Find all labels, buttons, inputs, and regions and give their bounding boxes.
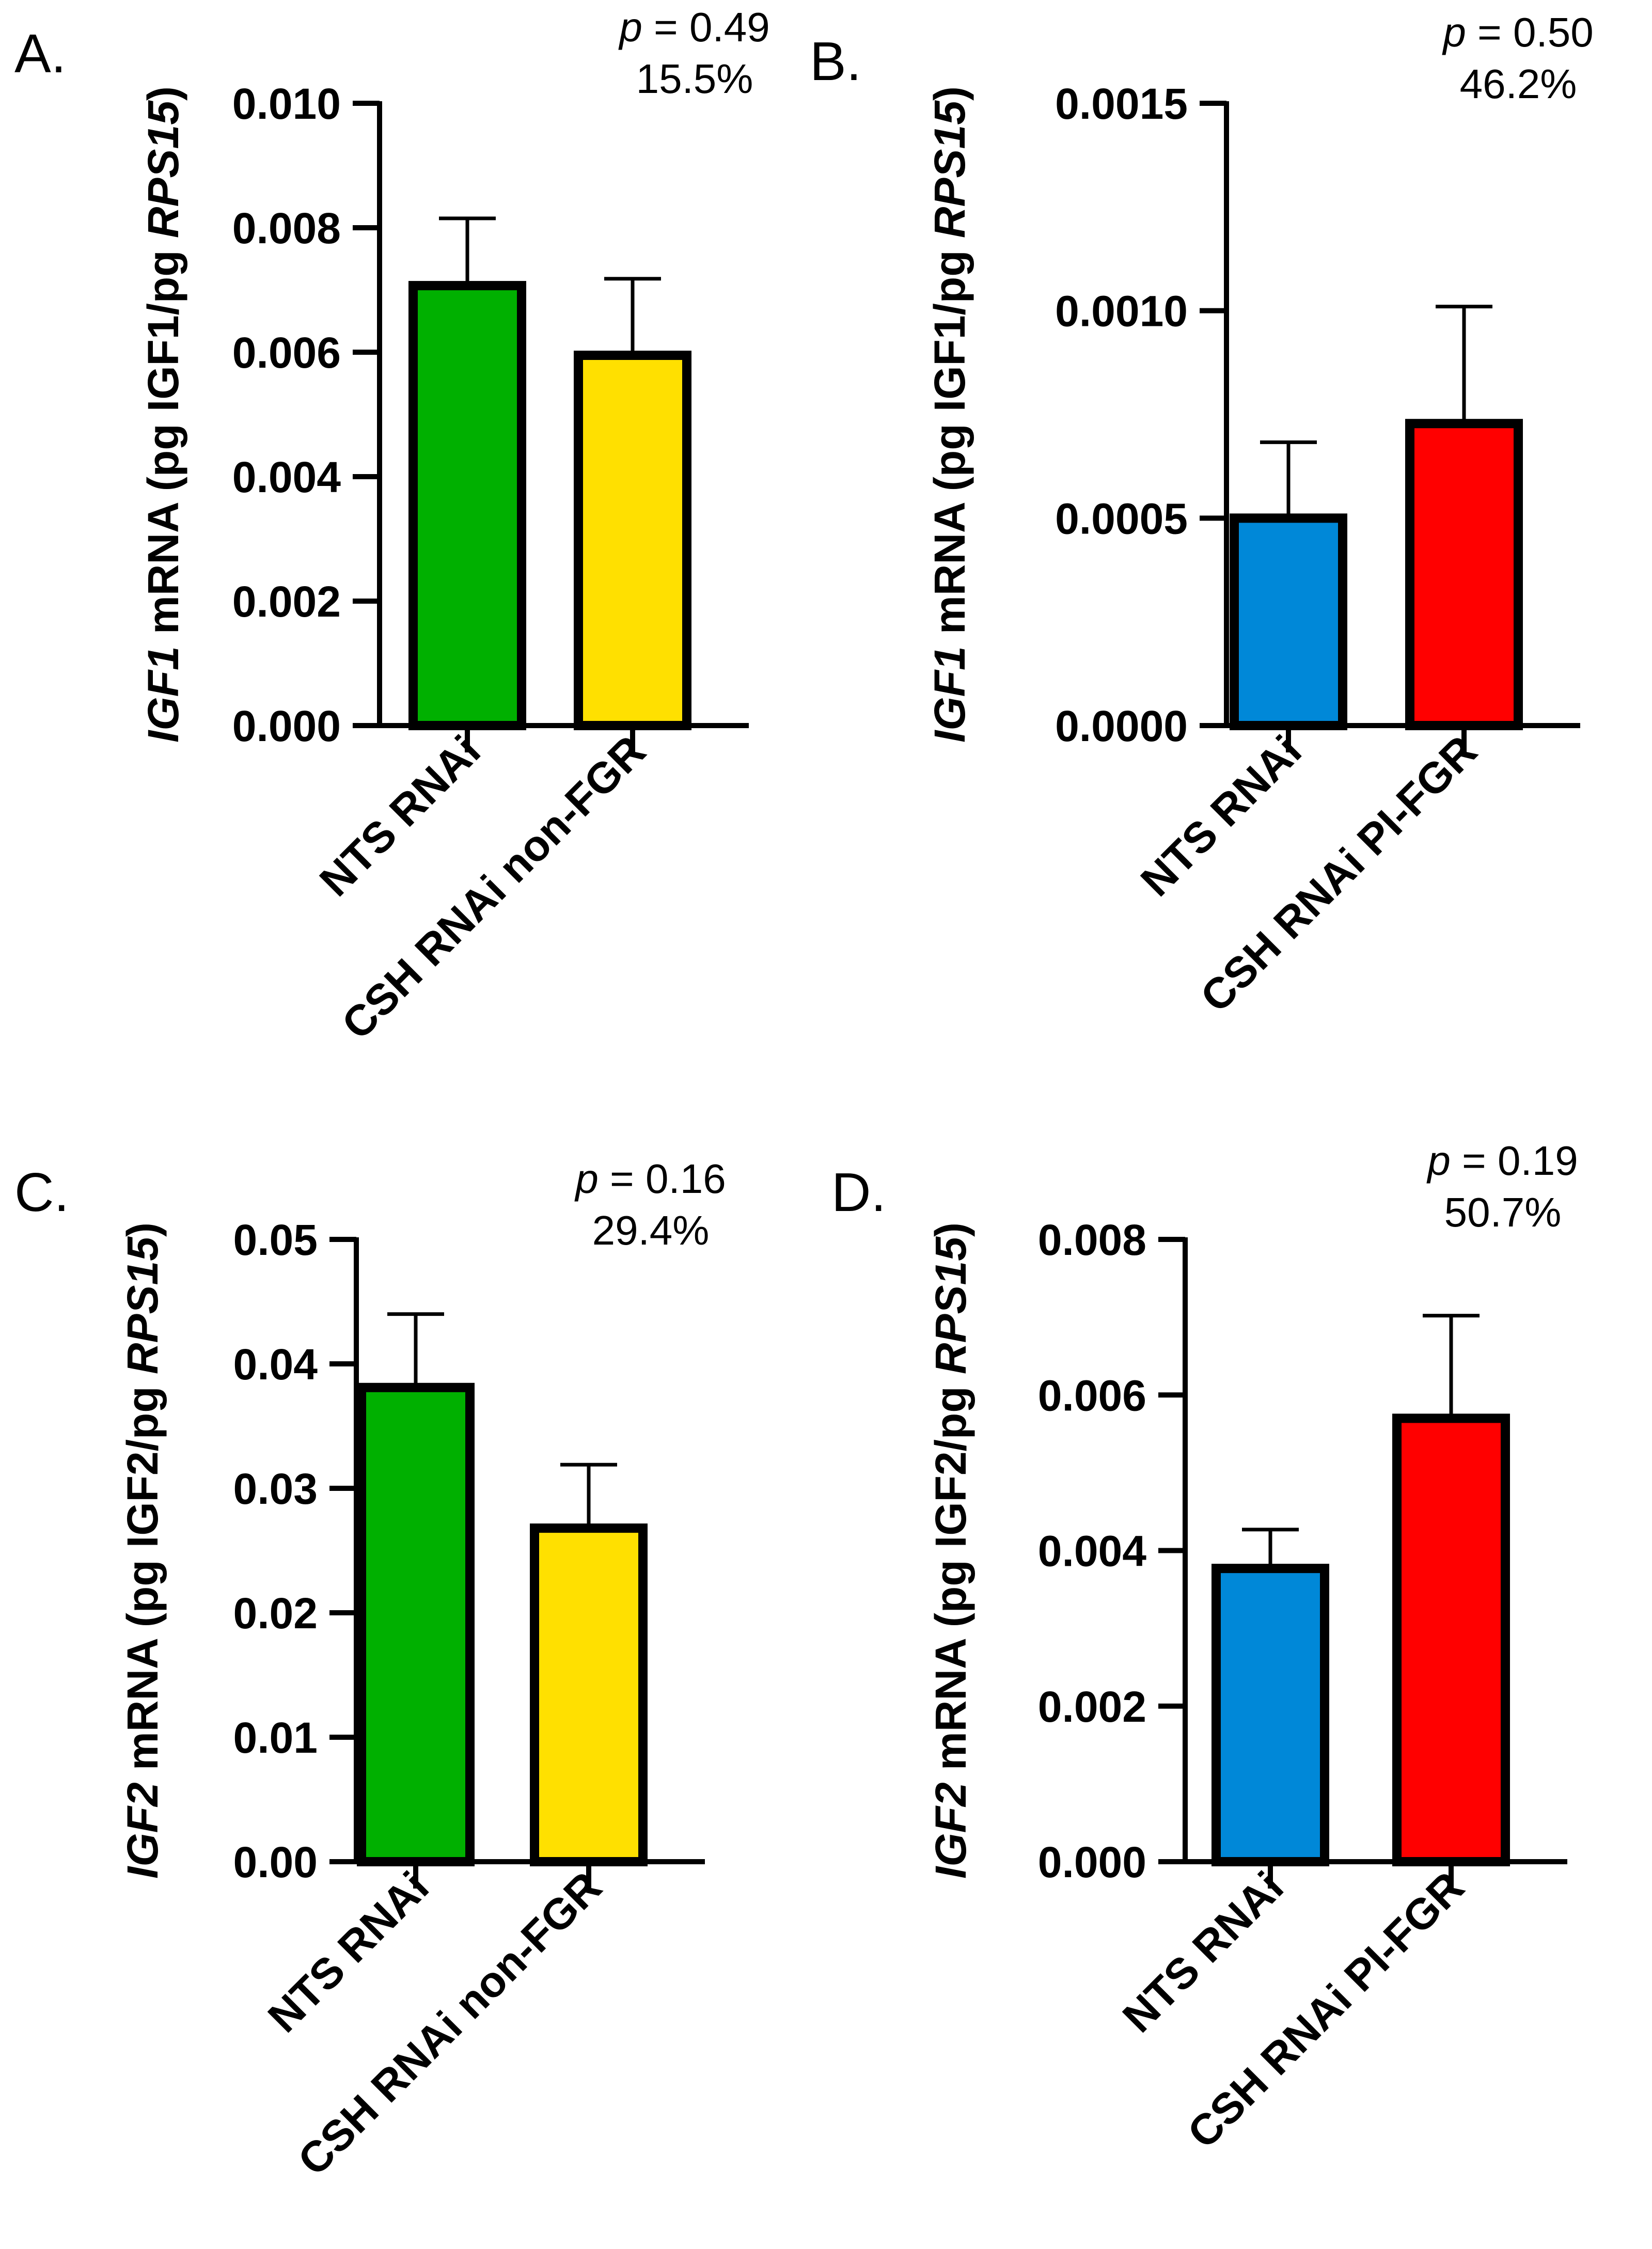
y-tick-label: 0.002 [1038, 1682, 1146, 1731]
y-label-end: ) [118, 1222, 167, 1237]
x-category-label: NTS RNAi [1131, 726, 1311, 905]
p-label: p [618, 4, 642, 50]
y-label-end: ) [926, 1222, 975, 1237]
y-label-mid: mRNA (pg IGF1/pg [139, 238, 187, 646]
percent-annotation: 50.7% [1444, 1189, 1562, 1235]
bar-csh-rnai [1405, 419, 1523, 730]
y-tick-label: 0.002 [232, 577, 341, 626]
p-value: = 0.50 [1466, 9, 1594, 55]
bar-csh-rnai [1392, 1413, 1510, 1866]
panel-letter: D. [831, 1162, 886, 1223]
p-label: p [1442, 9, 1466, 55]
chart-panel-a: A. 0.000 0.002 0.004 0.006 0.008 0.010 NTS RNAi… [14, 4, 770, 1048]
y-label-gene: IGF2 [926, 1782, 975, 1879]
y-label-gene: IGF2 [118, 1782, 167, 1879]
y-label-ref: RPS15 [118, 1236, 167, 1374]
y-tick-label: 0.004 [232, 453, 341, 501]
y-tick-label: 0.04 [233, 1340, 318, 1389]
y-tick-label: 0.0015 [1055, 80, 1188, 128]
y-axis-label: IGF1 mRNA (pg IGF1/pg RPS15) [925, 86, 974, 743]
panel-letter: B. [810, 31, 861, 92]
y-tick-label: 0.006 [1038, 1371, 1146, 1420]
y-tick-label: 0.03 [233, 1465, 318, 1513]
p-value: = 0.19 [1451, 1138, 1578, 1184]
p-value-annotation: p = 0.16 [574, 1156, 726, 1202]
x-category-label: CSH RNAi non-FGR [333, 726, 655, 1048]
bar-csh-rnai [530, 1523, 648, 1867]
y-label-mid: mRNA (pg IGF2/pg [118, 1374, 167, 1782]
y-label-ref: RPS15 [139, 100, 187, 238]
y-label-ref: RPS15 [926, 1236, 975, 1374]
y-label-gene: IGF1 [925, 646, 974, 743]
bar-csh-rnai [574, 351, 691, 730]
bar-nts-rnai [1230, 513, 1347, 730]
p-value-annotation: p = 0.50 [1442, 9, 1593, 55]
y-label-end: ) [139, 86, 187, 101]
x-category-label: CSH RNAi non-FGR [289, 1862, 611, 2184]
bar-nts-rnai [1212, 1564, 1329, 1867]
panel-letter: A. [14, 23, 66, 84]
p-label: p [574, 1156, 599, 1202]
bar-nts-rnai [408, 281, 526, 730]
y-label-end: ) [925, 86, 974, 101]
y-tick-label: 0.02 [233, 1589, 318, 1638]
y-axis-label: IGF2 mRNA (pg IGF2/pg RPS15) [926, 1222, 975, 1879]
p-value: = 0.49 [642, 4, 770, 50]
y-label-gene: IGF1 [139, 646, 187, 743]
y-tick-label: 0.004 [1038, 1527, 1146, 1576]
y-label-mid: mRNA (pg IGF2/pg [926, 1374, 975, 1782]
y-tick-label: 0.0000 [1055, 702, 1188, 750]
y-label-mid: mRNA (pg IGF1/pg [925, 238, 974, 646]
panel-letter: C. [14, 1162, 69, 1223]
y-tick-label: 0.05 [233, 1216, 318, 1264]
y-tick-label: 0.006 [232, 328, 341, 377]
y-tick-label: 0.01 [233, 1713, 318, 1762]
p-value-annotation: p = 0.19 [1426, 1138, 1578, 1184]
y-tick-label: 0.000 [232, 702, 341, 750]
x-category-label: NTS RNAi [310, 726, 490, 905]
y-tick-label: 0.0005 [1055, 494, 1188, 543]
bar-nts-rnai [357, 1382, 475, 1867]
p-value-annotation: p = 0.49 [618, 4, 769, 50]
percent-annotation: 29.4% [592, 1207, 710, 1253]
y-tick-label: 0.0010 [1055, 287, 1188, 336]
y-tick-label: 0.008 [232, 204, 341, 253]
y-label-ref: RPS15 [925, 100, 974, 238]
p-value: = 0.16 [599, 1156, 726, 1202]
y-tick-label: 0.000 [1038, 1838, 1146, 1886]
y-axis-label: IGF1 mRNA (pg IGF1/pg RPS15) [139, 86, 187, 743]
y-tick-label: 0.00 [233, 1838, 318, 1886]
percent-annotation: 46.2% [1460, 61, 1577, 107]
x-category-label: NTS RNAi [259, 1862, 438, 2041]
y-tick-label: 0.008 [1038, 1216, 1146, 1264]
p-label: p [1426, 1138, 1451, 1184]
percent-annotation: 15.5% [636, 56, 753, 102]
y-axis-label: IGF2 mRNA (pg IGF2/pg RPS15) [118, 1222, 167, 1879]
y-tick-label: 0.010 [232, 80, 341, 128]
x-category-label: NTS RNAi [1113, 1862, 1293, 2041]
